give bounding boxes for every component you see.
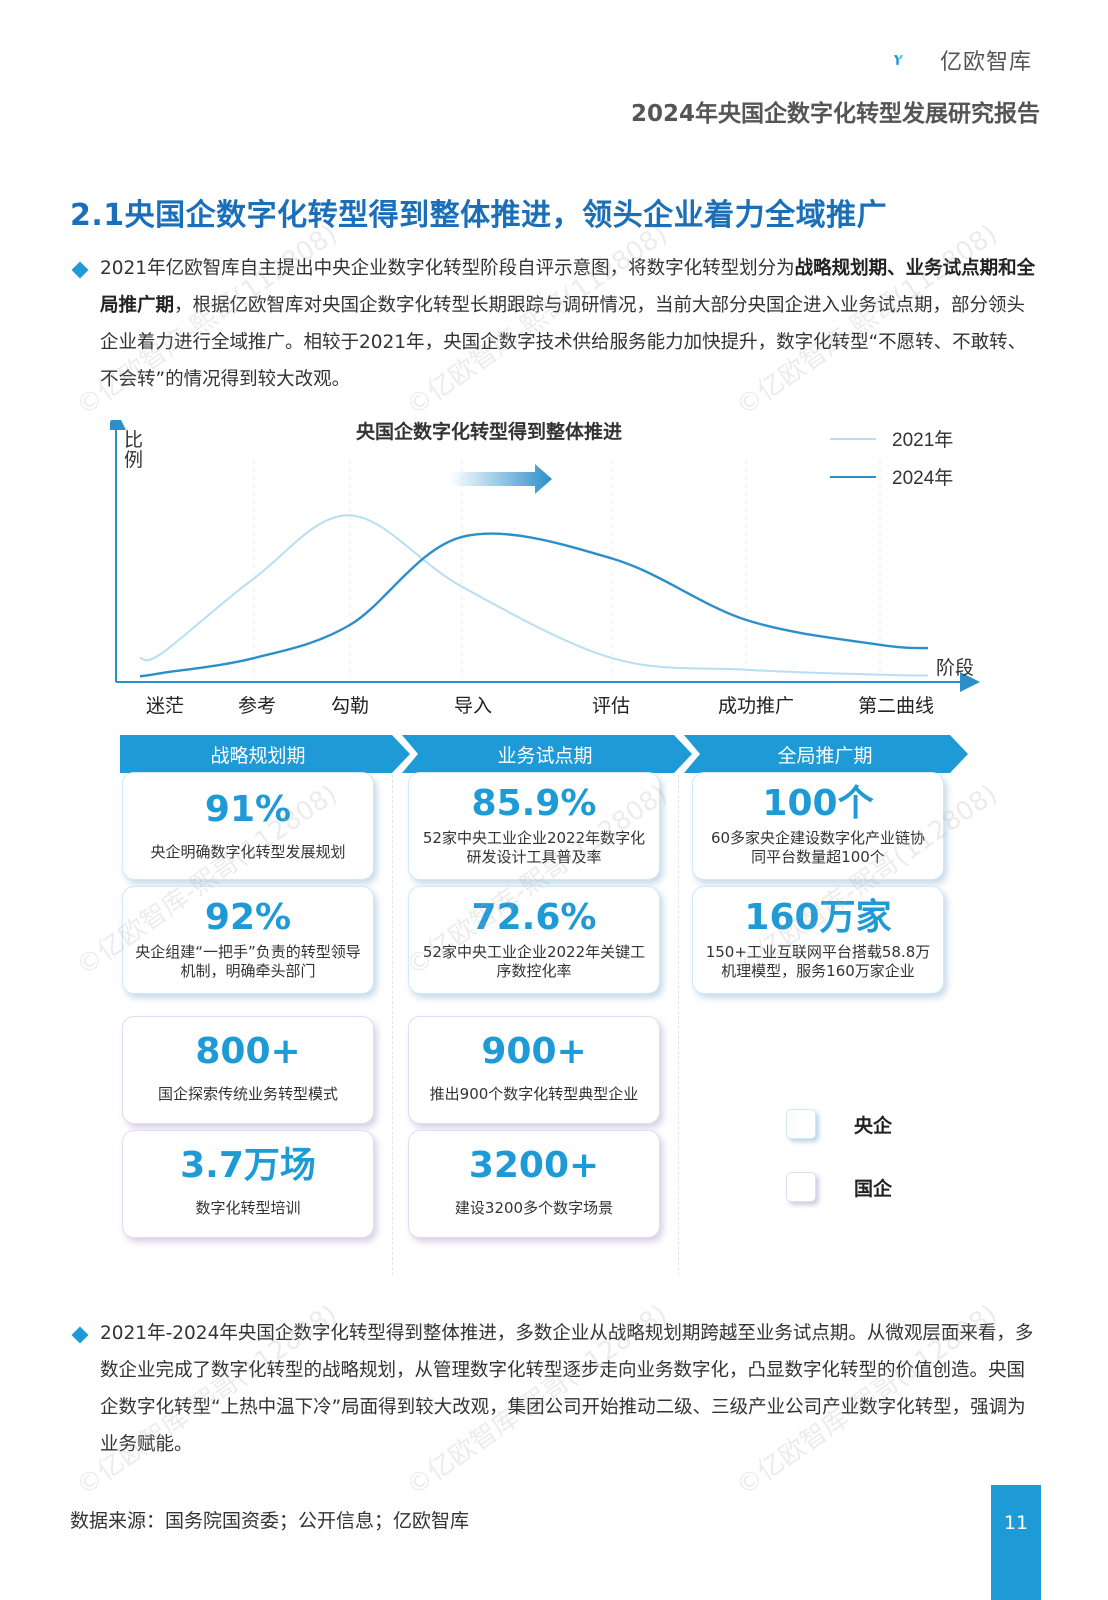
chart-title: 央国企数字化转型得到整体推进 [356,420,622,443]
stat-card: 3200+ 建设3200多个数字场景 [408,1130,660,1238]
legend-swatch-state [786,1172,816,1202]
stage-label: 参考 [238,695,277,717]
logo-text: 亿欧智库 [940,50,1033,75]
stat-card: 900+ 推出900个数字化转型典型企业 [408,1016,660,1124]
phase-bar-strategy [120,735,410,773]
phase-label-pilot: 业务试点期 [497,745,593,767]
legend-label-2024: 2024年 [892,467,953,489]
stage-curve-chart: 比 例 阶段 央国企数字化转型得到整体推进 2021年 2024年 [110,420,980,692]
legend-label-2021: 2021年 [892,429,953,451]
data-source: 数据来源：国务院国资委；公开信息；亿欧智库 [70,1510,470,1532]
stat-card: 91% 央企明确数字化转型发展规划 [122,772,374,880]
stage-labels: 迷茫 参考 勾勒 导入 评估 成功推广 第二曲线 [0,695,1108,735]
legend-label-state: 国企 [854,1178,893,1200]
intro-text-a: 2021年亿欧智库自主提出中央企业数字化转型阶段自评示意图，将数字化转型划分为 [100,258,795,279]
stat-card: 800+ 国企探索传统业务转型模式 [122,1016,374,1124]
stat-description: 央企组建“一把手”负责的转型领导机制，明确牵头部门 [135,943,361,980]
stat-value: 800+ [195,1031,301,1072]
stage-label: 评估 [592,695,631,717]
stage-label: 勾勒 [331,695,370,717]
progress-arrow-icon [450,464,552,494]
logo-icon [893,55,904,65]
x-axis-label: 阶段 [936,657,974,679]
page-number-box [991,1485,1041,1600]
phase-bar-promotion [684,735,968,773]
legend-swatch-soe [786,1109,816,1139]
stat-value: 91% [204,789,292,830]
y-axis-label-2: 例 [124,449,143,471]
legend-label-soe: 央企 [854,1115,893,1137]
stat-description: 建设3200多个数字场景 [454,1199,614,1217]
stat-value: 900+ [481,1031,587,1072]
stat-card: 92% 央企组建“一把手”负责的转型领导机制，明确牵头部门 [122,886,374,994]
stat-card: 160万家 150+工业互联网平台搭载58.8万机理模型，服务160万家企业 [692,886,944,994]
stat-description: 52家中央工业企业2022年数字化研发设计工具普及率 [422,829,646,866]
series-line-2024年 [139,532,929,678]
stat-value: 85.9% [471,783,597,824]
stat-description: 数字化转型培训 [195,1199,301,1217]
stage-label: 成功推广 [718,695,795,717]
column-divider [678,775,679,1275]
stat-description: 150+工业互联网平台搭载58.8万机理模型，服务160万家企业 [705,943,931,980]
phase-bars [120,735,968,773]
stat-card: 72.6% 52家中央工业企业2022年关键工序数控化率 [408,886,660,994]
intro-text-b: ，根据亿欧智库对央国企数字化转型长期跟踪与调研情况，当前大部分央国企进入业务试点… [100,295,1027,390]
y-axis-label-1: 比 [124,429,143,451]
stat-description: 国企探索传统业务转型模式 [157,1085,338,1103]
series-line-2021年 [139,514,929,677]
stat-value: 72.6% [471,897,597,938]
page-number: 11 [1003,1512,1029,1534]
report-title: 2024年央国企数字化转型发展研究报告 [630,101,1040,127]
stat-card: 100个 60多家央企建设数字化产业链协同平台数量超100个 [692,772,944,880]
stat-card: 85.9% 52家中央工业企业2022年数字化研发设计工具普及率 [408,772,660,880]
stat-description: 推出900个数字化转型典型企业 [429,1085,639,1103]
stat-description: 52家中央工业企业2022年关键工序数控化率 [422,943,646,980]
column-divider [392,775,393,1275]
stat-description: 60多家央企建设数字化产业链协同平台数量超100个 [710,829,926,866]
stat-value: 100个 [762,783,874,824]
section-title: 2.1央国企数字化转型得到整体推进，领头企业着力全域推广 [70,198,888,233]
bullet-icon [71,261,89,279]
stat-value: 160万家 [744,897,892,938]
bullet-icon [71,1326,89,1344]
stage-label: 导入 [454,695,493,717]
stage-label: 第二曲线 [858,695,935,717]
intro-bold: 战略规划期、业务试点期和全局推广期 [100,258,1036,316]
stat-value: 92% [204,897,292,938]
stat-description: 央企明确数字化转型发展规划 [150,843,346,861]
phase-label-promotion: 全局推广期 [777,745,873,767]
stat-value: 3.7万场 [180,1145,316,1186]
stat-value: 3200+ [468,1145,600,1186]
intro-paragraph: 2021年亿欧智库自主提出中央企业数字化转型阶段自评示意图，将数字化转型划分为战… [100,250,1040,398]
phase-bar-pilot [402,735,692,773]
phase-label-strategy: 战略规划期 [210,745,306,767]
stat-card: 3.7万场 数字化转型培训 [122,1130,374,1238]
stage-label: 迷茫 [146,695,185,717]
conclusion-paragraph: 2021年-2024年央国企数字化转型得到整体推进，多数企业从战略规划期跨越至业… [100,1323,1034,1455]
